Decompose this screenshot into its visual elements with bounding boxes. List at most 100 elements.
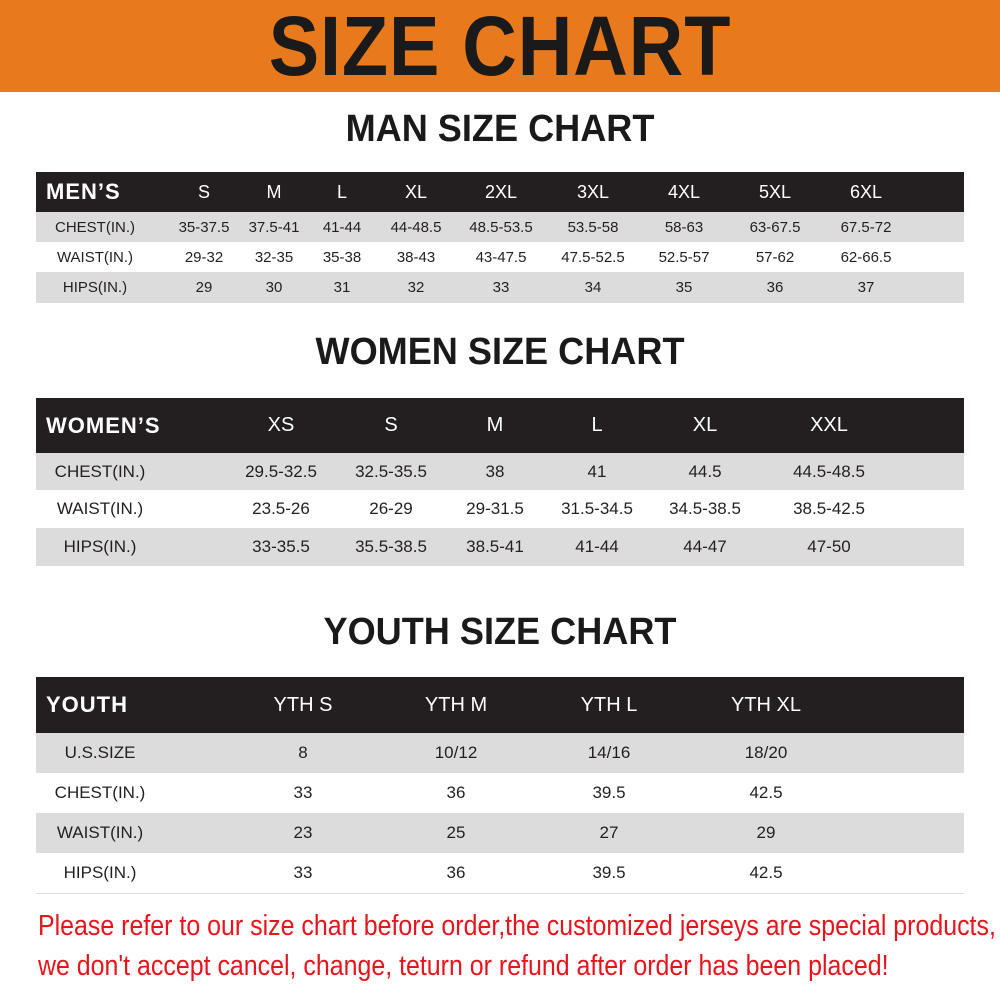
size-column-header: L xyxy=(336,181,348,202)
measurement-cell: 30 xyxy=(265,279,283,296)
measurement-cell: 14/16 xyxy=(587,743,631,762)
table-row: HIPS(IN.) 33 36 39.5 42.5 xyxy=(36,853,964,893)
table-row: WAIST(IN.) 23 25 27 29 xyxy=(36,813,964,853)
measurement-cell: 41-44 xyxy=(322,218,362,236)
measurement-cell: 42.5 xyxy=(749,863,783,882)
table-row: HIPS(IN.) 29 30 31 32 33 34 35 36 37 xyxy=(36,272,964,303)
measurement-cell: 27 xyxy=(599,823,619,842)
women-header-label: WOMEN’S xyxy=(46,412,161,438)
measurement-cell: 29 xyxy=(195,279,213,296)
measurement-cell: 23 xyxy=(293,823,313,842)
table-row: CHEST(IN.) 29.5-32.5 32.5-35.5 38 41 44.5 44.5… xyxy=(36,453,964,490)
table-row: WAIST(IN.) 23.5-26 26-29 29-31.5 31.5-34.5 34… xyxy=(36,490,964,528)
women-header-row: WOMEN’S XS S M L XL XXL xyxy=(36,398,964,453)
row-label: HIPS(IN.) xyxy=(63,537,137,556)
row-label: WAIST(IN.) xyxy=(56,248,134,266)
measurement-cell: 10/12 xyxy=(434,743,478,762)
measurement-cell: 26-29 xyxy=(369,499,413,518)
measurement-cell: 37.5-41 xyxy=(248,218,300,236)
measurement-cell: 36 xyxy=(446,783,466,802)
table-row: WAIST(IN.) 29-32 32-35 35-38 38-43 43-47.5 47.… xyxy=(36,242,964,272)
measurement-cell: 38.5-41 xyxy=(466,537,524,556)
size-column-header: XXL xyxy=(810,414,848,436)
measurement-cell: 47.5-52.5 xyxy=(561,248,625,266)
measurement-cell: 43-47.5 xyxy=(475,248,527,266)
youth-header-label: YOUTH xyxy=(46,692,128,717)
measurement-cell: 63-67.5 xyxy=(749,218,801,236)
measurement-cell: 53.5-58 xyxy=(567,218,619,236)
size-column-header: XL xyxy=(692,414,718,436)
measurement-cell: 62-66.5 xyxy=(840,248,892,266)
measurement-cell: 35 xyxy=(675,279,693,296)
measurement-cell: 57-62 xyxy=(755,248,795,266)
measurement-cell: 39.5 xyxy=(592,783,626,802)
size-column-header: YTH M xyxy=(424,693,488,716)
measurement-cell: 44-47 xyxy=(683,537,727,556)
measurement-cell: 25 xyxy=(446,823,466,842)
row-label: HIPS(IN.) xyxy=(63,863,137,882)
measurement-cell: 36 xyxy=(446,863,466,882)
title-banner: SIZE CHART xyxy=(0,0,1000,92)
notice-line-1: Please refer to our size chart before or… xyxy=(38,910,996,942)
men-header-row: MEN’S S M L XL 2XL 3XL 4XL 5XL 6XL xyxy=(36,172,964,212)
measurement-cell: 31 xyxy=(333,279,351,296)
table-row: CHEST(IN.) 33 36 39.5 42.5 xyxy=(36,773,964,813)
measurement-cell: 44.5 xyxy=(688,461,722,481)
measurement-cell: 58-63 xyxy=(664,218,704,236)
measurement-cell: 33 xyxy=(293,863,313,882)
measurement-cell: 36 xyxy=(766,279,784,296)
page-title: SIZE CHART xyxy=(268,0,732,93)
size-column-header: L xyxy=(591,414,603,436)
measurement-cell: 37 xyxy=(857,279,875,296)
measurement-cell: 33 xyxy=(293,783,313,802)
measurement-cell: 29-31.5 xyxy=(466,499,524,518)
measurement-cell: 32 xyxy=(407,279,425,296)
measurement-cell: 18/20 xyxy=(744,743,788,762)
size-column-header: 2XL xyxy=(484,181,518,202)
table-row: HIPS(IN.) 33-35.5 35.5-38.5 38.5-41 41-44 44-… xyxy=(36,528,964,566)
size-column-header: S xyxy=(384,414,398,436)
measurement-cell: 44-48.5 xyxy=(390,218,442,236)
size-column-header: M xyxy=(266,181,282,202)
size-column-header: 5XL xyxy=(758,181,792,202)
measurement-cell: 41 xyxy=(587,461,607,481)
measurement-cell: 38 xyxy=(485,461,505,481)
measurement-cell: 29 xyxy=(756,823,776,842)
measurement-cell: 35-38 xyxy=(322,248,362,266)
measurement-cell: 8 xyxy=(298,743,308,762)
measurement-cell: 34.5-38.5 xyxy=(669,499,741,518)
measurement-cell: 35-37.5 xyxy=(178,218,230,236)
measurement-cell: 41-44 xyxy=(575,537,619,556)
measurement-cell: 44.5-48.5 xyxy=(793,461,865,481)
measurement-cell: 33 xyxy=(492,279,510,296)
measurement-cell: 33-35.5 xyxy=(252,537,310,556)
row-label: WAIST(IN.) xyxy=(56,823,144,842)
size-column-header: 3XL xyxy=(576,181,610,202)
size-column-header: XS xyxy=(267,414,295,436)
size-column-header: YTH XL xyxy=(730,693,802,716)
row-label: CHEST(IN.) xyxy=(54,461,146,481)
measurement-cell: 32-35 xyxy=(254,248,294,266)
size-column-header: M xyxy=(486,414,504,436)
row-label: CHEST(IN.) xyxy=(54,783,146,802)
measurement-cell: 42.5 xyxy=(749,783,783,802)
table-row: CHEST(IN.) 35-37.5 37.5-41 41-44 44-48.5 48.5… xyxy=(36,212,964,242)
measurement-cell: 47-50 xyxy=(807,537,851,556)
measurement-cell: 38-43 xyxy=(396,248,436,266)
youth-header-row: YOUTH YTH S YTH M YTH L YTH XL xyxy=(36,677,964,733)
row-label: WAIST(IN.) xyxy=(56,499,144,518)
size-column-header: YTH S xyxy=(273,693,333,716)
measurement-cell: 39.5 xyxy=(592,863,626,882)
measurement-cell: 48.5-53.5 xyxy=(469,218,533,236)
row-label: U.S.SIZE xyxy=(64,743,136,762)
measurement-cell: 23.5-26 xyxy=(252,499,310,518)
measurement-cell: 35.5-38.5 xyxy=(355,537,427,556)
measurement-cell: 32.5-35.5 xyxy=(355,461,427,481)
men-header-label: MEN’S xyxy=(46,179,121,204)
men-section-title: MAN SIZE CHART xyxy=(345,108,655,150)
measurement-cell: 38.5-42.5 xyxy=(793,499,865,518)
measurement-cell: 29.5-32.5 xyxy=(245,461,317,481)
size-column-header: XL xyxy=(404,181,428,202)
measurement-cell: 52.5-57 xyxy=(658,248,710,266)
measurement-cell: 67.5-72 xyxy=(840,218,892,236)
